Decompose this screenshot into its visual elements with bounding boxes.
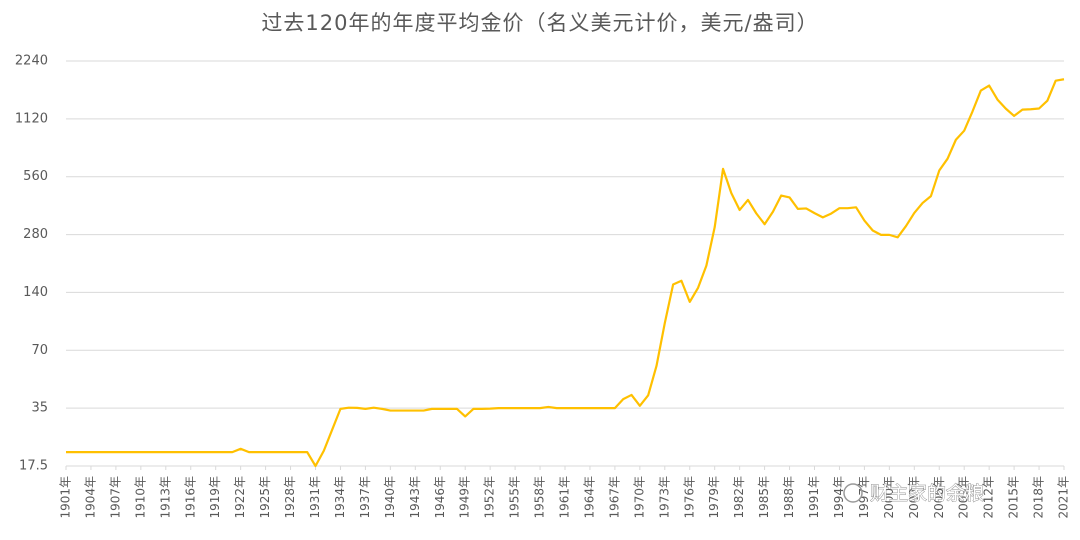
y-tick-label: 140: [23, 285, 48, 300]
x-tick-label: 2009年: [957, 476, 971, 519]
y-tick-label: 280: [23, 227, 48, 242]
y-tick-label: 560: [23, 169, 48, 184]
x-tick-label: 1964年: [582, 476, 596, 519]
x-tick-label: 1943年: [408, 476, 422, 519]
x-tick-label: 1901年: [59, 476, 73, 519]
y-tick-label: 35: [31, 401, 48, 416]
x-tick-label: 1916年: [183, 476, 197, 519]
x-tick-label: 1937年: [358, 476, 372, 519]
x-tick-label: 1988年: [782, 476, 796, 519]
chart-title: 过去120年的年度平均金价（名义美元计价，美元/盎司）: [261, 11, 818, 35]
x-tick-label: 1949年: [458, 476, 472, 519]
x-tick-label: 1919年: [208, 476, 222, 519]
y-tick-label: 70: [31, 343, 48, 358]
x-tick-label: 1976年: [682, 476, 696, 519]
y-tick-label: 17.5: [19, 459, 48, 474]
x-tick-label: 1991年: [807, 476, 821, 519]
x-tick-label: 2018年: [1032, 476, 1046, 519]
x-tick-label: 1994年: [832, 476, 846, 519]
x-tick-label: 2021年: [1057, 476, 1071, 519]
x-tick-label: 1958年: [533, 476, 547, 519]
x-tick-label: 1931年: [308, 476, 322, 519]
x-tick-label: 2000年: [882, 476, 896, 519]
x-tick-label: 1946年: [433, 476, 447, 519]
x-tick-label: 2003年: [907, 476, 921, 519]
watermark: 财主家的余粮: [870, 483, 984, 505]
x-tick-label: 2015年: [1007, 476, 1021, 519]
x-tick-label: 1922年: [233, 476, 247, 519]
x-tick-label: 1940年: [383, 476, 397, 519]
x-tick-label: 1967年: [607, 476, 621, 519]
x-tick-label: 1934年: [333, 476, 347, 519]
y-tick-label: 2240: [15, 54, 48, 69]
x-tick-label: 1910年: [133, 476, 147, 519]
x-tick-label: 1973年: [657, 476, 671, 519]
x-tick-label: 1979年: [707, 476, 721, 519]
x-tick-label: 2012年: [982, 476, 996, 519]
watermark-icon: [843, 483, 863, 503]
x-tick-label: 1907年: [108, 476, 122, 519]
x-tick-label: 1955年: [508, 476, 522, 519]
x-tick-label: 1952年: [483, 476, 497, 519]
x-tick-label: 1913年: [158, 476, 172, 519]
x-tick-label: 1961年: [558, 476, 572, 519]
x-tick-label: 1985年: [757, 476, 771, 519]
x-tick-label: 1970年: [632, 476, 646, 519]
x-tick-label: 1904年: [83, 476, 97, 519]
x-tick-label: 1928年: [283, 476, 297, 519]
x-tick-label: 1982年: [732, 476, 746, 519]
y-tick-label: 1120: [15, 111, 48, 126]
x-tick-label: 1997年: [857, 476, 871, 519]
x-tick-label: 2006年: [932, 476, 946, 519]
data-line: [66, 78, 1065, 468]
x-tick-label: 1925年: [258, 476, 272, 519]
